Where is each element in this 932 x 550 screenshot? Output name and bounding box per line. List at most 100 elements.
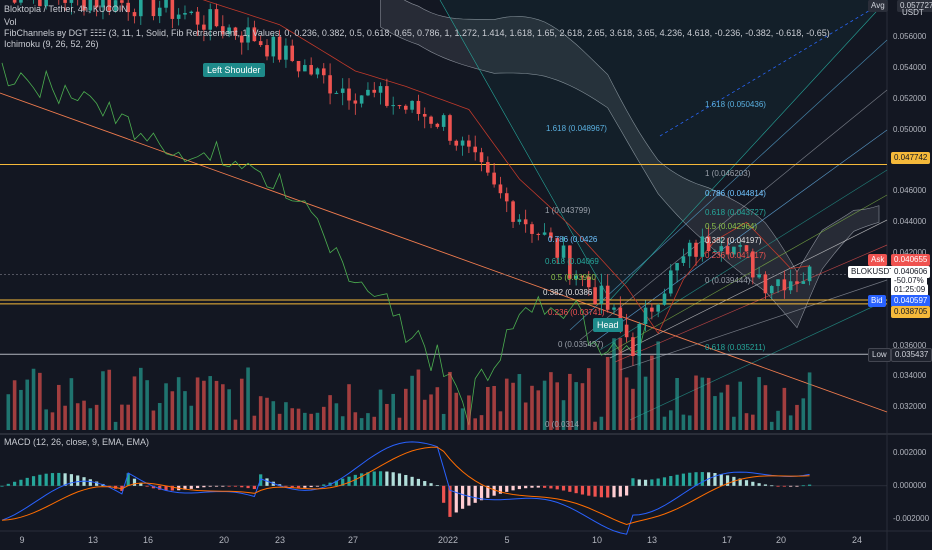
candle-body [107, 0, 112, 11]
candle-body [38, 0, 42, 7]
candle-body [397, 105, 402, 107]
volume-bar [284, 402, 288, 430]
volume-bar [151, 410, 156, 430]
volume-bar [498, 411, 503, 430]
candle-body [170, 0, 175, 19]
volume-bar [605, 356, 610, 430]
fib-channel-line [579, 89, 888, 341]
volume-bar [296, 408, 301, 430]
volume-bar [321, 406, 326, 430]
price-axis-tick-label: 0.052000 [893, 93, 927, 103]
fib-label: 0.786 (0.044814) [705, 189, 766, 198]
price-axis-tick-label: 0.046000 [893, 186, 927, 196]
volume-bar [422, 399, 427, 430]
volume-bar [359, 418, 364, 430]
fib-channel-line [619, 279, 888, 371]
volume-bar [662, 416, 667, 430]
volume-bar [618, 337, 623, 430]
macd-histogram-bar [221, 485, 225, 487]
fib-channel-line [604, 194, 888, 356]
candle-body [410, 100, 414, 110]
macd-histogram-bar [782, 485, 786, 487]
macd-histogram-bar [246, 485, 250, 489]
volume-bar [227, 389, 231, 430]
fib-label: 1 (0.043799) [545, 206, 591, 215]
volume-bar [221, 384, 225, 430]
fib-label: 0.236 (0.03741) [548, 308, 605, 317]
macd-histogram-bar [290, 485, 294, 488]
volume-bar [195, 377, 200, 430]
volume-bar [139, 367, 143, 430]
price-axis-tick-label: 0.054000 [893, 62, 927, 72]
volume-legend: Vol [4, 17, 17, 27]
macd-histogram-bar [214, 485, 219, 487]
volume-bar [6, 394, 11, 430]
volume-bar [511, 382, 515, 430]
fib-label: 0.618 (0.043727) [705, 208, 766, 217]
candle-body [542, 232, 547, 235]
candle-body [536, 233, 541, 235]
macd-histogram-bar [38, 474, 42, 486]
fib-label: 1 (0.046203) [705, 169, 751, 178]
macd-histogram-bar [139, 482, 143, 486]
macd-histogram-bar [372, 471, 376, 486]
volume-bar [31, 368, 36, 430]
time-axis-tick-label: 24 [851, 535, 863, 545]
volume-bar [687, 415, 692, 430]
candle-body [612, 307, 616, 310]
volume-bar [183, 391, 187, 430]
macd-histogram-bar [536, 485, 540, 488]
candle-body [523, 219, 528, 225]
macd-histogram-bar [378, 471, 383, 486]
volume-bar [50, 412, 55, 430]
volume-bar [385, 403, 389, 430]
macd-histogram-bar [145, 485, 149, 487]
candle-body [769, 286, 774, 294]
volume-bar [94, 404, 99, 430]
symbol-tag: BLOKUSDT [848, 266, 898, 278]
volume-bar [56, 384, 61, 430]
macd-histogram-bar [76, 475, 80, 486]
volume-bar [38, 372, 42, 430]
volume-bar [347, 384, 351, 430]
price-axis-tick-label: 0.056000 [893, 32, 927, 42]
candle-body [126, 2, 130, 13]
macd-histogram-bar [606, 485, 610, 498]
fib-label: 0.382 (0.04197) [705, 236, 762, 245]
macd-histogram-bar [467, 485, 471, 506]
volume-bar [643, 376, 648, 430]
volume-bar [265, 397, 269, 430]
candle-body [429, 116, 433, 124]
candle-body [422, 113, 427, 117]
macd-histogram-bar [662, 477, 667, 486]
left-shoulder-label: Left Shoulder [203, 63, 265, 77]
macd-axis-tick-label: -0.002000 [893, 513, 930, 523]
time-axis-tick-label: 2022 [437, 535, 459, 545]
volume-bar [454, 392, 459, 430]
price-axis-tick-label: 0.036000 [893, 340, 927, 350]
macd-histogram-bar [334, 480, 338, 486]
macd-histogram-bar [505, 485, 509, 492]
avg-tag: Avg [868, 0, 888, 12]
candle-body [277, 36, 282, 60]
macd-histogram-bar [700, 472, 704, 486]
macd-histogram-bar [517, 485, 521, 490]
volume-bar [757, 377, 761, 430]
macd-histogram-bar [492, 485, 496, 496]
volume-bar [372, 416, 377, 430]
time-axis-tick-label: 23 [274, 535, 286, 545]
macd-histogram-bar [366, 472, 370, 486]
fib-label: 0.236 (0.041017) [705, 251, 766, 260]
fib-channel-line [629, 299, 888, 421]
volume-bar [624, 377, 629, 430]
volume-bar [719, 392, 724, 430]
macd-histogram-bar [208, 485, 212, 487]
macd-histogram-bar [158, 485, 162, 490]
volume-bar [504, 378, 509, 430]
volume-bar [44, 409, 48, 430]
macd-histogram-bar [744, 480, 749, 486]
macd-histogram-bar [69, 474, 74, 486]
macd-histogram-bar [725, 475, 730, 486]
volume-bar [19, 389, 23, 430]
